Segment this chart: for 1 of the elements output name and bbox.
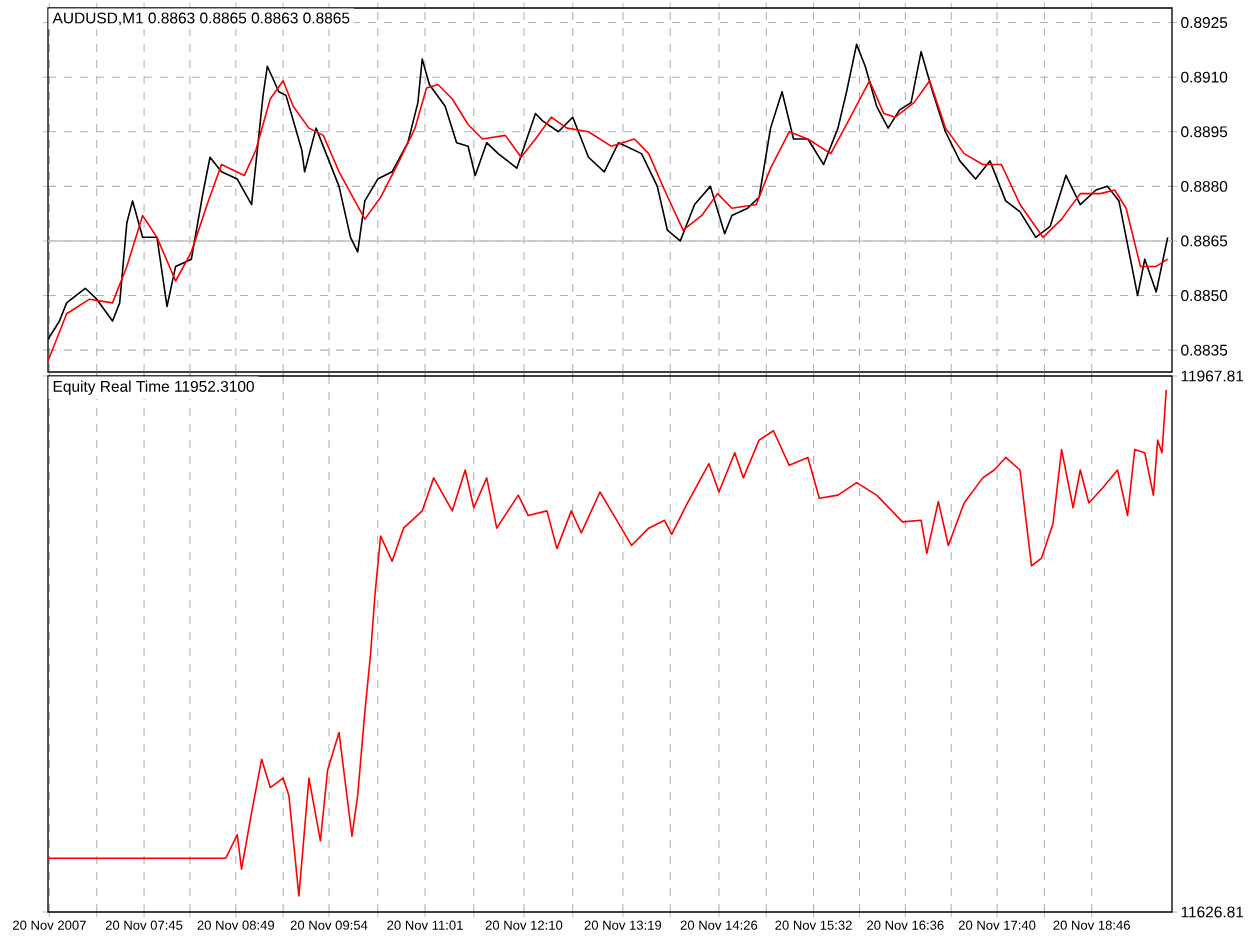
line-series [48,80,1169,362]
